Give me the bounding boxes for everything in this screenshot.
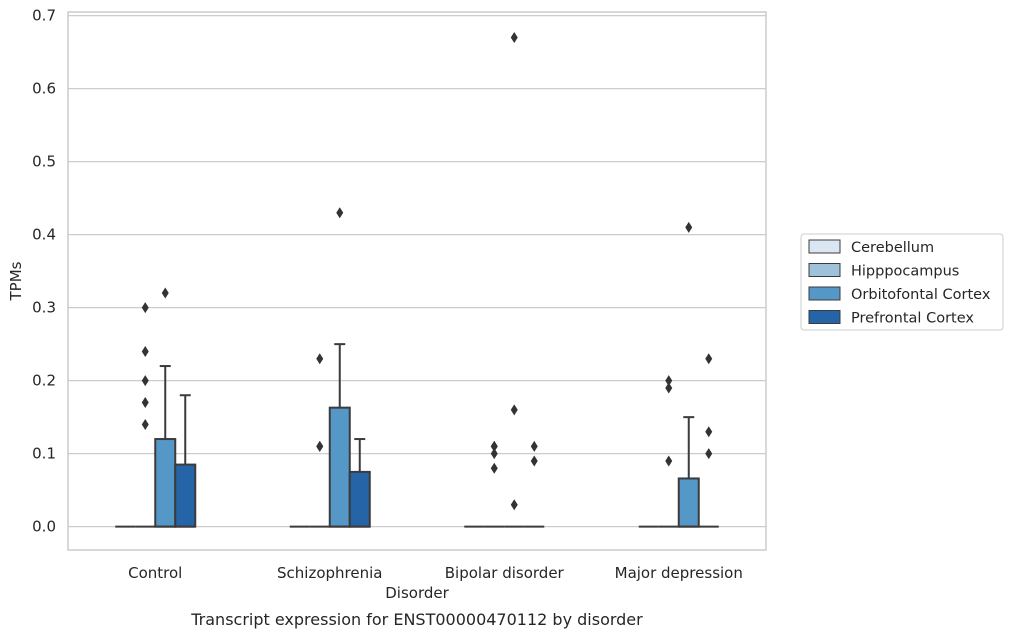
outlier-point xyxy=(530,440,538,452)
outlier-point xyxy=(141,397,149,409)
legend-swatch xyxy=(808,239,841,254)
y-tick-label: 0.4 xyxy=(32,226,56,244)
legend-label: Prefrontal Cortex xyxy=(851,311,974,327)
boxes xyxy=(115,32,719,528)
y-axis-ticks: 0.0 0.1 0.2 0.3 0.4 0.5 0.6 0.7 xyxy=(32,7,56,536)
outlier-point xyxy=(490,440,498,452)
x-tick-label: Control xyxy=(128,564,182,582)
y-tick-label: 0.0 xyxy=(32,518,56,536)
x-tick-label: Schizophrenia xyxy=(277,564,382,582)
outlier-point xyxy=(316,353,324,365)
y-tick-label: 0.2 xyxy=(32,372,56,390)
outlier-point xyxy=(665,455,673,467)
y-tick-label: 0.3 xyxy=(32,299,56,317)
box xyxy=(174,463,197,528)
x-axis-title: Disorder xyxy=(385,584,449,602)
box xyxy=(328,406,351,528)
chart-caption: Transcript expression for ENST0000047011… xyxy=(190,610,643,629)
outlier-point xyxy=(510,32,518,44)
outlier-point xyxy=(141,418,149,430)
outlier-point xyxy=(510,404,518,416)
y-tick-label: 0.5 xyxy=(32,153,56,171)
legend-swatch xyxy=(808,263,841,277)
plot-frame xyxy=(67,11,767,551)
x-tick-label: Bipolar disorder xyxy=(445,564,565,582)
outlier-point xyxy=(705,353,713,365)
outlier-point xyxy=(336,207,344,219)
legend-swatch xyxy=(808,286,841,301)
outlier-point xyxy=(510,499,518,511)
outlier-point xyxy=(665,382,673,394)
y-tick-label: 0.6 xyxy=(32,80,56,98)
outlier-point xyxy=(705,448,713,460)
outlier-point xyxy=(705,426,713,438)
box xyxy=(348,470,371,528)
y-tick-label: 0.7 xyxy=(32,7,56,25)
outlier-point xyxy=(685,221,693,233)
legend: Cerebellum Hipppocampus Orbitofontal Corte… xyxy=(800,233,1004,331)
y-tick-label: 0.1 xyxy=(32,445,56,463)
x-axis-ticks: Control Schizophrenia Bipolar disorder Majo… xyxy=(128,564,743,582)
outlier-point xyxy=(141,302,149,314)
legend-label: Cerebellum xyxy=(851,240,934,256)
outlier-point xyxy=(316,440,324,452)
outlier-point xyxy=(161,287,169,299)
legend-swatch xyxy=(808,310,841,324)
outlier-point xyxy=(530,455,538,467)
box xyxy=(677,477,700,528)
outlier-point xyxy=(141,375,149,387)
legend-label: Orbitofontal Cortex xyxy=(851,287,991,303)
legend-frame xyxy=(800,233,1004,331)
x-tick-label: Major depression xyxy=(615,564,743,582)
legend-label: Hipppocampus xyxy=(851,264,959,280)
outlier-point xyxy=(490,448,498,460)
outlier-point xyxy=(490,462,498,474)
outlier-point xyxy=(141,345,149,357)
outlier-point xyxy=(665,375,673,387)
y-axis-title: TPMs xyxy=(7,261,25,301)
box xyxy=(154,438,177,528)
